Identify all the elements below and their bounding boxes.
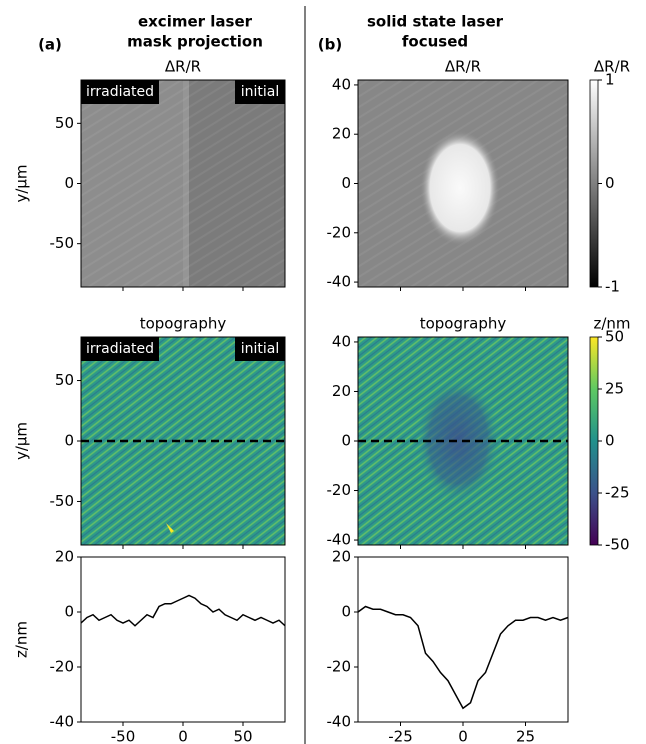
y-tick-label: -40 <box>327 531 352 549</box>
y-axis-label: z/nm <box>13 621 31 658</box>
colorbar-tick-label: 25 <box>605 380 624 398</box>
y-tick-label: 40 <box>332 332 351 350</box>
annotation-box <box>235 337 285 361</box>
y-tick-label: -40 <box>327 273 352 291</box>
y-tick-label: 0 <box>64 603 74 621</box>
column-title: focused <box>402 33 468 51</box>
y-tick-label: 0 <box>341 174 351 192</box>
panel-label: (a) <box>38 36 62 54</box>
annotation-box <box>81 337 159 361</box>
colorbar-tick-label: 50 <box>605 328 624 346</box>
y-tick-label: 20 <box>332 548 351 566</box>
axes-frame <box>357 556 569 723</box>
y-tick-label: 0 <box>64 432 74 450</box>
annotation-box <box>81 80 159 104</box>
y-tick-label: 0 <box>341 603 351 621</box>
axes-frame <box>80 556 286 723</box>
panel-label: (b) <box>318 36 342 54</box>
panel-title: topography <box>420 315 507 333</box>
colorbar-tick-label: 0 <box>605 174 615 192</box>
colorbar <box>589 79 599 288</box>
colorbar-tick-label: -1 <box>605 278 620 296</box>
annotation: irradiated <box>86 84 154 100</box>
y-tick-label: -20 <box>327 658 352 676</box>
reflectance-image-a <box>81 80 285 287</box>
column-title: mask projection <box>127 33 263 51</box>
y-tick-label: -40 <box>50 713 75 731</box>
annotation: irradiated <box>86 341 154 357</box>
y-tick-label: 20 <box>55 548 74 566</box>
column-title: solid state laser <box>367 13 504 31</box>
profile-line <box>357 605 569 710</box>
y-tick-label: -20 <box>327 223 352 241</box>
y-axis-label: y/µm <box>13 164 31 202</box>
colorbar-label: z/nm <box>593 315 630 333</box>
y-tick-label: 20 <box>332 125 351 143</box>
annotation: initial <box>241 341 280 357</box>
y-tick-label: -20 <box>327 481 352 499</box>
panel-title: ΔR/R <box>445 58 481 76</box>
x-tick-label: 50 <box>233 728 252 744</box>
y-tick-label: -40 <box>327 713 352 731</box>
colorbar-label: ΔR/R <box>594 58 630 76</box>
panel-title: topography <box>140 315 227 333</box>
y-tick-label: -50 <box>50 492 75 510</box>
y-tick-label: 50 <box>55 371 74 389</box>
x-tick-label: -50 <box>111 728 136 744</box>
x-tick-label: 25 <box>516 728 535 744</box>
x-tick-label: 0 <box>178 728 188 744</box>
annotation-box <box>235 80 285 104</box>
annotation: initial <box>241 84 280 100</box>
y-tick-label: 0 <box>64 174 74 192</box>
colorbar <box>589 336 599 546</box>
colorbar-tick-label: 0 <box>605 432 615 450</box>
y-tick-label: 0 <box>341 432 351 450</box>
panel-title: ΔR/R <box>165 58 201 76</box>
column-title: excimer laser <box>138 13 253 31</box>
y-tick-label: 20 <box>332 382 351 400</box>
colorbar-tick-label: 1 <box>605 71 615 89</box>
y-tick-label: -50 <box>50 234 75 252</box>
y-tick-label: -20 <box>50 658 75 676</box>
reflectance-image-b <box>358 80 568 287</box>
y-tick-label: 50 <box>55 114 74 132</box>
x-tick-label: -25 <box>388 728 413 744</box>
y-axis-label: y/µm <box>13 422 31 460</box>
profile-line <box>80 594 286 627</box>
colorbar-tick-label: -50 <box>605 536 630 554</box>
y-tick-label: 40 <box>332 75 351 93</box>
colorbar-tick-label: -25 <box>605 484 630 502</box>
x-tick-label: 0 <box>458 728 468 744</box>
